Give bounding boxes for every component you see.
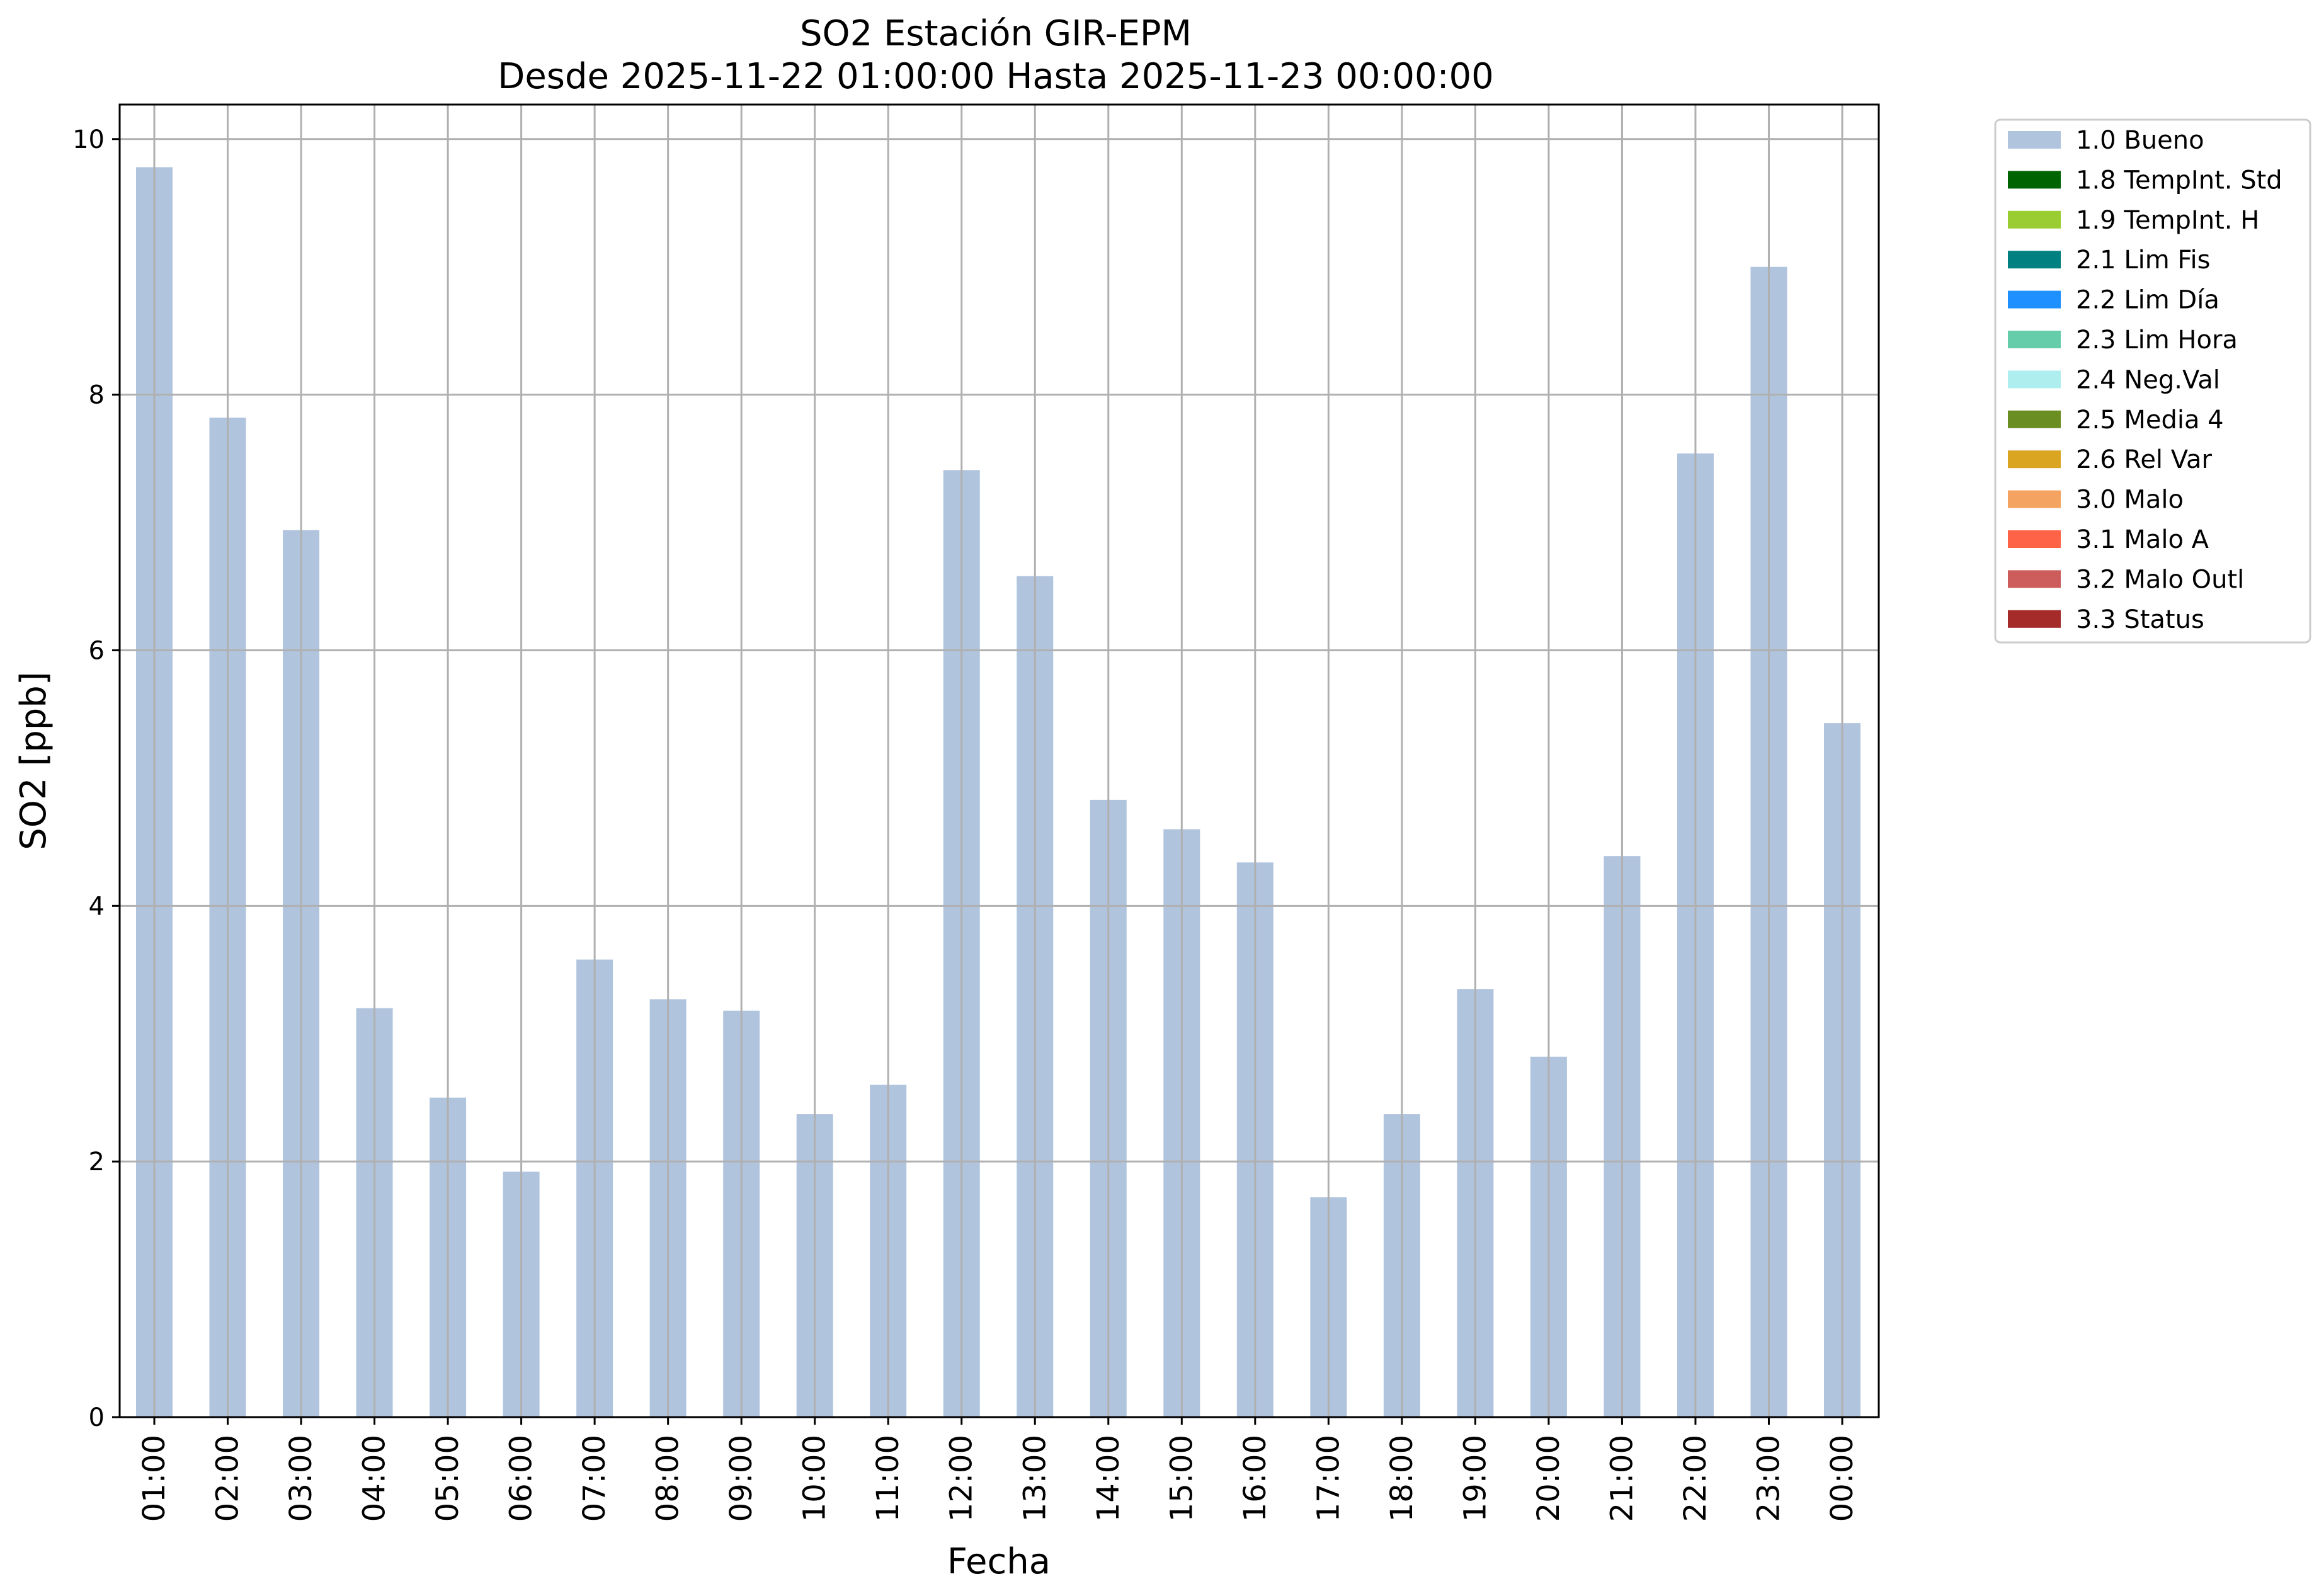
grid (120, 105, 1879, 1417)
legend-label: 2.4 Neg.Val (2076, 365, 2220, 394)
legend-swatch (2008, 370, 2061, 389)
x-tick-label: 01:00 (137, 1435, 172, 1522)
x-tick-label: 13:00 (1017, 1435, 1052, 1522)
y-tick-label: 0 (89, 1403, 105, 1432)
chart-subtitle: Desde 2025-11-22 01:00:00 Hasta 2025-11-… (498, 56, 1494, 97)
x-axis-label: Fecha (947, 1541, 1051, 1582)
y-tick-label: 2 (89, 1148, 105, 1177)
legend-label: 1.8 TempInt. Std (2076, 166, 2282, 195)
x-tick-label: 19:00 (1457, 1435, 1493, 1522)
x-tick-label: 20:00 (1531, 1435, 1566, 1522)
x-tick-label: 17:00 (1311, 1435, 1346, 1522)
legend-swatch (2008, 450, 2061, 469)
x-tick-label: 03:00 (283, 1435, 319, 1522)
chart-title: SO2 Estación GIR-EPM (800, 13, 1192, 54)
x-tick-label: 16:00 (1238, 1435, 1273, 1522)
y-tick-label: 4 (89, 892, 105, 921)
legend-swatch (2008, 570, 2061, 588)
legend-label: 2.1 Lim Fis (2076, 246, 2210, 275)
x-tick-label: 23:00 (1751, 1435, 1786, 1522)
x-tick-label: 12:00 (944, 1435, 979, 1522)
x-tick-label: 08:00 (651, 1435, 686, 1522)
x-tick-label: 18:00 (1384, 1435, 1420, 1522)
x-tick-label: 04:00 (357, 1435, 392, 1522)
legend-swatch (2008, 210, 2061, 229)
bars (136, 167, 1860, 1418)
x-tick-label: 00:00 (1825, 1435, 1860, 1522)
legend-swatch (2008, 331, 2061, 348)
legend-swatch (2008, 530, 2061, 548)
x-tick-label: 11:00 (870, 1435, 906, 1522)
legend-label: 2.6 Rel Var (2076, 445, 2213, 474)
legend-label: 3.2 Malo Outl (2076, 565, 2244, 594)
legend-label: 1.9 TempInt. H (2076, 206, 2259, 235)
legend-label: 2.5 Media 4 (2076, 406, 2224, 435)
x-tick-label: 06:00 (504, 1435, 539, 1522)
legend-swatch (2008, 410, 2061, 428)
y-tick-label: 10 (72, 125, 105, 154)
legend-swatch (2008, 490, 2061, 508)
legend-label: 3.3 Status (2076, 605, 2204, 634)
x-axis: 01:00 02:00 03:00 04:00 05:00 06:00 07:00 08:00… (137, 1417, 1860, 1522)
legend-swatch (2008, 290, 2061, 309)
x-tick-label: 05:00 (430, 1435, 465, 1522)
legend-swatch (2008, 251, 2061, 269)
legend-swatch (2008, 610, 2061, 628)
plot-frame (118, 103, 1880, 1418)
legend-frame (1994, 118, 2311, 644)
x-tick-label: 15:00 (1164, 1435, 1199, 1522)
legend-swatch (2008, 131, 2061, 149)
x-tick-label: 09:00 (724, 1435, 759, 1522)
y-axis-label: SO2 [ppb] (13, 671, 54, 850)
legend-swatch (2008, 171, 2061, 189)
x-tick-label: 22:00 (1678, 1435, 1713, 1522)
x-tick-label: 10:00 (797, 1435, 833, 1522)
x-tick-label: 14:00 (1091, 1435, 1126, 1522)
x-tick-label: 21:00 (1604, 1435, 1639, 1522)
x-tick-label: 02:00 (210, 1435, 246, 1522)
y-tick-label: 6 (89, 636, 105, 665)
y-tick-label: 8 (89, 381, 105, 410)
legend-label: 3.1 Malo A (2076, 525, 2209, 554)
legend-label: 2.2 Lim Día (2076, 286, 2219, 315)
legend-label: 3.0 Malo (2076, 486, 2184, 515)
legend-label: 1.0 Bueno (2076, 126, 2204, 155)
legend: 1.0 Bueno 1.8 TempInt. Std 1.9 TempInt. H 2… (1994, 118, 2311, 644)
x-tick-label: 07:00 (577, 1435, 612, 1522)
legend-label: 2.3 Lim Hora (2076, 326, 2238, 355)
y-axis: 0 2 4 6 8 10 (72, 125, 120, 1432)
